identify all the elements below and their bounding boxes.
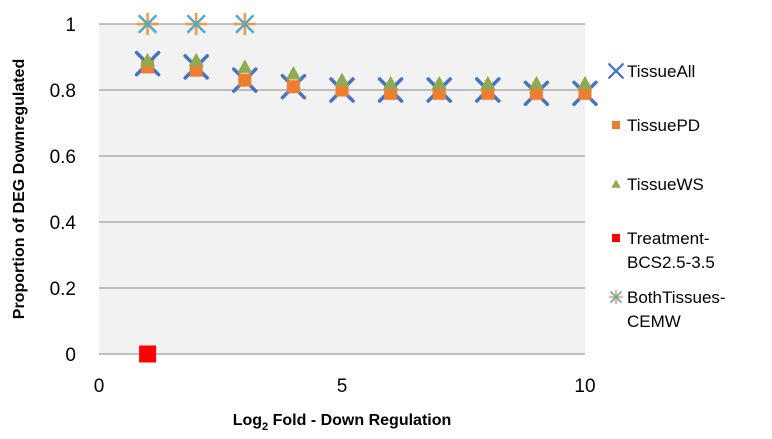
data-point: [432, 86, 446, 100]
data-point: [136, 13, 159, 35]
y-axis-title: Proportion of DEG Downregulated: [11, 59, 28, 319]
legend-item: TissueWS: [611, 175, 704, 194]
data-point: [480, 75, 496, 90]
legend-label: Treatment-: [627, 229, 710, 248]
data-point: [335, 83, 349, 97]
legend-marker: [611, 120, 621, 130]
x-tick-label: 5: [337, 376, 348, 397]
data-point: [481, 86, 495, 100]
x-axis-title-main: Log: [233, 412, 262, 429]
data-point: [185, 13, 208, 35]
series-treatment-bcs2-5-3-5: [139, 345, 157, 363]
y-tick-labels: 0 0.2 0.4 0.6 0.8 1: [50, 15, 77, 366]
asterisk-diagonals: [235, 14, 255, 34]
data-point: [238, 73, 252, 87]
legend-label: BothTissues-: [627, 288, 726, 307]
data-points: [134, 13, 598, 363]
series-bothtissues-cemw: [136, 13, 256, 35]
asterisk-diagonals: [186, 14, 206, 34]
asterisk-diagonals: [609, 290, 623, 304]
data-point: [528, 75, 544, 90]
data-point: [286, 80, 300, 94]
legend-label: CEMW: [627, 312, 681, 331]
legend-label: BCS2.5-3.5: [627, 253, 715, 272]
x-tick-label: 10: [574, 376, 595, 397]
x-tick-label: 0: [94, 376, 105, 397]
x-tick-labels: 0 5 10: [94, 376, 596, 397]
data-point: [577, 75, 593, 90]
grid-lines: [99, 23, 585, 355]
legend-item: TissueAll: [608, 62, 695, 81]
legend-marker: [609, 290, 623, 304]
asterisk-diagonals: [137, 14, 158, 34]
legend-label: TissueAll: [627, 62, 695, 81]
series-tissuews: [140, 52, 593, 90]
legend-label: TissuePD: [627, 116, 700, 135]
x-axis-title: Log2 Fold - Down Regulation: [233, 412, 452, 433]
data-point: [139, 345, 157, 363]
x-axis-title-subscript: 2: [262, 421, 268, 433]
data-point: [140, 52, 156, 67]
data-point: [334, 72, 350, 87]
data-point: [578, 86, 592, 100]
data-point: [188, 52, 204, 67]
y-tick-label: 0.8: [50, 81, 76, 102]
data-point: [189, 63, 203, 77]
data-point: [237, 59, 253, 73]
data-point: [431, 75, 447, 90]
data-point: [384, 86, 398, 100]
data-point: [383, 75, 399, 90]
x-axis-title-rest: Fold - Down Regulation: [268, 412, 451, 429]
data-point: [529, 86, 543, 100]
y-tick-label: 0.2: [50, 279, 76, 300]
y-tick-label: 1: [65, 15, 76, 36]
y-tick-label: 0.6: [50, 147, 76, 168]
legend-marker: [608, 63, 624, 79]
y-tick-label: 0.4: [50, 213, 77, 234]
legend-marker: [611, 179, 621, 188]
data-point: [233, 13, 256, 35]
legend-marker: [611, 233, 621, 243]
y-tick-label: 0: [65, 345, 76, 366]
legend-item: BothTissues- CEMW: [609, 288, 726, 331]
legend-item: TissuePD: [611, 116, 700, 135]
data-point: [285, 66, 301, 80]
legend: TissueAll TissuePD TissueWS Treatment- BCS2.…: [608, 62, 726, 331]
legend-label: TissueWS: [627, 175, 704, 194]
legend-item: Treatment- BCS2.5-3.5: [611, 229, 715, 272]
